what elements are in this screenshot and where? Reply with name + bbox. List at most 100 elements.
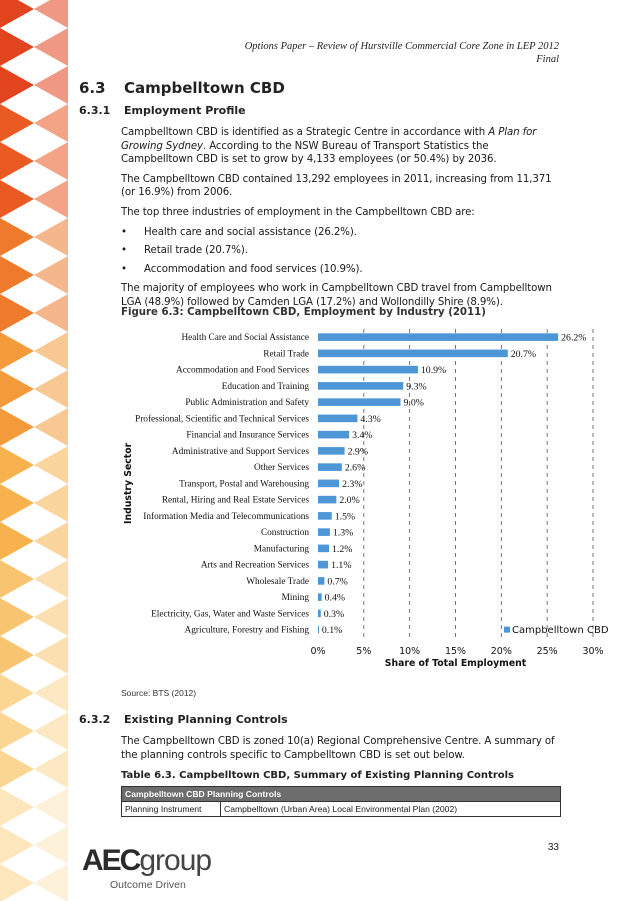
table-cell-value: Campbelltown (Urban Area) Local Environm…: [220, 801, 561, 817]
chevron-shape: [0, 408, 34, 446]
chevron-shape: [34, 218, 68, 256]
chevron-shape: [0, 332, 34, 370]
chevron-shape: [0, 522, 34, 560]
data-label: 9.0%: [404, 398, 424, 409]
bar: [318, 463, 342, 471]
list-item: Accommodation and food services (10.9%).: [121, 263, 561, 277]
bar: [318, 495, 337, 504]
category-label: Electricity, Gas, Water and Waste Servic…: [151, 609, 309, 619]
subsection-heading-planning: 6.3.2 Existing Planning Controls: [79, 713, 288, 726]
chevron-shape: [34, 28, 68, 66]
x-tick-label: 0%: [310, 646, 325, 657]
subsection-title: Employment Profile: [124, 104, 246, 117]
data-label: 20.7%: [511, 349, 536, 360]
subsection-heading-employment: 6.3.1 Employment Profile: [79, 104, 246, 117]
chevron-shape: [34, 598, 68, 636]
x-tick-label: 15%: [445, 646, 466, 657]
bar: [318, 430, 350, 439]
chevron-shape: [34, 256, 68, 294]
chevron-shape: [0, 864, 34, 901]
legend-label: Campbelltown CBD: [512, 625, 609, 636]
x-tick-label: 5%: [356, 646, 371, 657]
chevron-shape: [34, 142, 68, 180]
category-label: Rental, Hiring and Real Estate Services: [162, 496, 310, 506]
chevron-shape: [0, 826, 34, 864]
chevron-shape: [34, 180, 68, 218]
chevron-shape: [0, 712, 34, 750]
chevron-shape: [0, 104, 34, 142]
para1-text-b: . According to the NSW Bureau of Transpo…: [121, 140, 497, 166]
category-label: Other Services: [254, 463, 309, 473]
data-label: 1.1%: [331, 560, 351, 571]
category-label: Agriculture, Forestry and Fishing: [185, 626, 310, 636]
category-label: Professional, Scientific and Technical S…: [135, 413, 309, 424]
data-label: 2.9%: [348, 446, 368, 457]
document-header: Options Paper – Review of Hurstville Com…: [245, 40, 559, 66]
data-label: 26.2%: [561, 333, 586, 344]
bar: [318, 609, 321, 618]
aecgroup-logo: AECgroup Outcome Driven: [82, 844, 212, 892]
chevron-shape: [0, 294, 34, 332]
planning-controls-table: Campbelltown CBD Planning Controls Plann…: [121, 786, 561, 817]
logo-group: group: [139, 844, 212, 877]
category-label: Arts and Recreation Services: [201, 561, 310, 571]
chevron-shape: [34, 864, 68, 901]
chevron-shape: [34, 674, 68, 712]
chevron-shape: [0, 28, 34, 66]
figure-source: Source: BTS (2012): [121, 688, 197, 698]
category-label: Administrative and Support Services: [172, 447, 309, 457]
category-label: Education and Training: [222, 382, 310, 392]
header-status: Final: [536, 54, 559, 65]
chevron-shape: [0, 218, 34, 256]
chevron-shape: [34, 332, 68, 370]
data-label: 2.6%: [345, 463, 365, 474]
category-label: Accommodation and Food Services: [176, 366, 309, 376]
category-label: Wholesale Trade: [246, 577, 309, 587]
subsection-number: 6.3.2: [79, 713, 111, 726]
category-label: Construction: [261, 528, 309, 538]
decorative-chevron-band: [0, 0, 68, 901]
bar: [318, 382, 404, 390]
bar: [318, 560, 329, 569]
category-label: Manufacturing: [254, 543, 310, 554]
data-label: 2.0%: [339, 495, 359, 506]
category-label: Financial and Insurance Services: [186, 431, 309, 441]
paragraph-top-industries: The top three industries of employment i…: [121, 206, 475, 218]
para1-text-a: Campbelltown CBD is identified as a Stra…: [121, 127, 489, 138]
chevron-shape: [34, 294, 68, 332]
chevron-shape: [0, 484, 34, 522]
industry-bullet-list: Health care and social assistance (26.2%…: [121, 226, 561, 277]
chevron-shape: [34, 560, 68, 598]
chevron-shape: [34, 826, 68, 864]
chevron-shape: [0, 560, 34, 598]
chevron-shape: [34, 522, 68, 560]
data-label: 3.4%: [352, 430, 372, 441]
chevron-shape: [0, 0, 34, 28]
section-heading: 6.3 Campbelltown CBD: [79, 79, 285, 97]
chevron-shape: [34, 66, 68, 104]
data-label: 4.3%: [360, 414, 380, 425]
data-label: 9.3%: [406, 381, 426, 392]
category-label: Retail Trade: [263, 349, 309, 359]
paragraph-travel-origin: The majority of employees who work in Ca…: [121, 283, 552, 308]
bar: [318, 398, 401, 406]
list-item: Health care and social assistance (26.2%…: [121, 226, 561, 240]
x-tick-label: 10%: [399, 646, 420, 657]
chevron-shape: [0, 66, 34, 104]
employment-text: Campbelltown CBD is identified as a Stra…: [121, 126, 561, 316]
bar: [318, 333, 559, 341]
category-label: Transport, Postal and Warehousing: [179, 479, 309, 489]
x-tick-label: 25%: [537, 646, 558, 657]
data-label: 1.5%: [335, 511, 355, 522]
data-label: 0.4%: [325, 593, 345, 604]
category-label: Health Care and Social Assistance: [181, 333, 309, 343]
logo-wordmark: AECgroup: [82, 844, 212, 877]
x-tick-label: 20%: [491, 646, 512, 657]
paragraph-employees: The Campbelltown CBD contained 13,292 em…: [121, 173, 552, 199]
chevron-shape: [0, 446, 34, 484]
chevron-shape: [34, 0, 68, 28]
category-label: Information Media and Telecommunications: [143, 511, 309, 522]
data-label: 10.9%: [421, 365, 446, 376]
subsection-number: 6.3.1: [79, 104, 111, 117]
planning-text: The Campbelltown CBD is zoned 10(a) Regi…: [121, 735, 561, 768]
